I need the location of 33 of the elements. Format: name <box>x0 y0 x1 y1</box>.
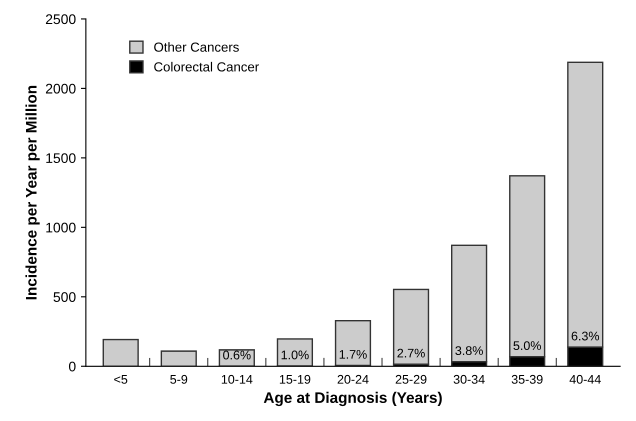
annotation: 6.3% <box>572 332 600 340</box>
x-tick-label: 40-44 <box>570 374 601 384</box>
bar <box>218 349 255 366</box>
legend-label: Other Cancers <box>154 42 239 52</box>
bar <box>160 350 197 366</box>
y-tick-label: 1500 <box>46 153 76 164</box>
annotation: 1.0% <box>282 350 309 360</box>
bar <box>334 320 372 366</box>
x-tick-label: 30-34 <box>454 374 485 384</box>
x-tick-label: 25-29 <box>396 374 426 384</box>
x-tick-label: 35-39 <box>512 374 543 384</box>
y-tick-label: 2000 <box>46 84 76 94</box>
x-axis-title: Age at Diagnosis (Years) <box>264 392 442 406</box>
y-tick-label: 2500 <box>46 14 76 24</box>
annotation: 3.8% <box>455 346 483 356</box>
annotation: 5.0% <box>513 341 541 350</box>
legend-label: Colorectal Cancer <box>154 62 259 72</box>
bar <box>276 338 314 366</box>
annotation: 1.7% <box>340 350 367 359</box>
y-tick-label: 1000 <box>46 222 76 233</box>
y-tick-label: 500 <box>54 292 76 302</box>
y-axis-title: Incidence per Year per Million <box>25 86 40 300</box>
x-tick-label: 15-19 <box>280 374 310 384</box>
annotation: 0.6% <box>223 350 251 360</box>
x-tick-label: 20-24 <box>338 374 369 384</box>
y-tick-label: 0 <box>68 362 76 372</box>
bar <box>102 338 139 366</box>
x-tick-label: 10-14 <box>222 374 252 384</box>
bar <box>451 244 488 362</box>
x-tick-label: 5-9 <box>170 374 188 384</box>
x-tick-label: <5 <box>114 375 128 384</box>
annotation: 2.7% <box>397 348 425 358</box>
bar <box>392 288 430 365</box>
